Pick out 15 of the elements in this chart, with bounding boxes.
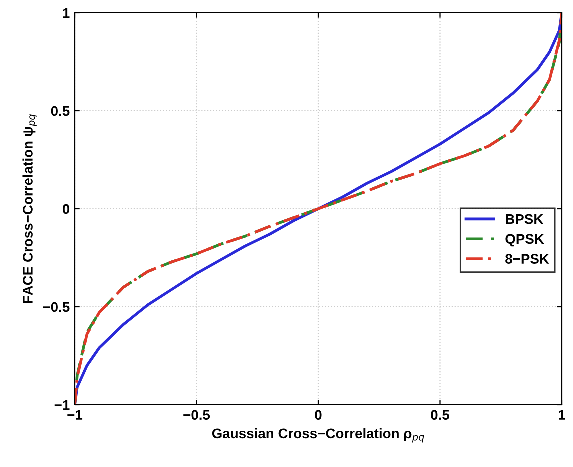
legend-label: BPSK bbox=[506, 214, 544, 224]
legend-label: QPSK bbox=[506, 234, 544, 247]
line-series bbox=[75, 13, 562, 405]
legend-label: 8−PSK bbox=[506, 254, 550, 264]
x-tick-label: −0.5 bbox=[184, 410, 210, 420]
x-tick-label: 0.5 bbox=[431, 410, 450, 420]
x-tick-label: 1 bbox=[559, 410, 566, 420]
y-tick-label: −0.5 bbox=[43, 302, 70, 312]
y-tick-label: 0.5 bbox=[51, 106, 70, 116]
x-tick-label: 0 bbox=[315, 410, 322, 420]
y-tick-label: −1 bbox=[54, 400, 70, 410]
y-axis-title: FACE Cross−Correlation ψ$_{pq}$ bbox=[22, 114, 38, 304]
y-tick-label: 0 bbox=[62, 204, 70, 214]
y-tick-label: 1 bbox=[63, 8, 70, 18]
x-axis-title: Gaussian Cross−Correlation ρ$_{pq}$ bbox=[212, 428, 424, 443]
